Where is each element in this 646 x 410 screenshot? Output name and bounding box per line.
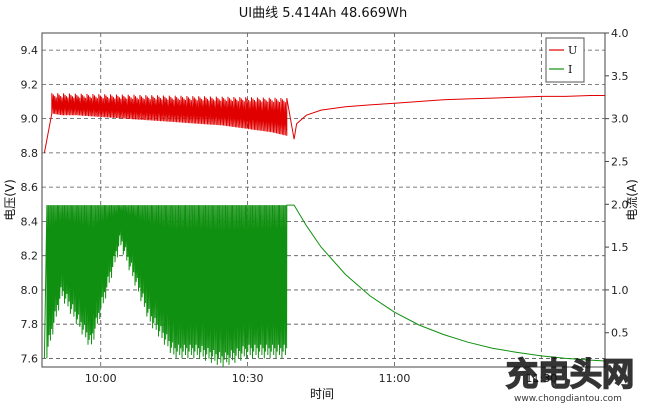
y-left-tick-label: 8.8 <box>21 147 39 160</box>
y-left-tick-label: 8.4 <box>21 215 39 228</box>
y-axis-right-title: 电流(A) <box>625 179 639 221</box>
y-right-tick-label: 1.5 <box>611 241 629 254</box>
y-right-tick-label: 1.0 <box>611 284 629 297</box>
y-right-tick-label: 3.0 <box>611 113 629 126</box>
legend: U I <box>546 38 584 82</box>
y-axis-left-title: 电压(V) <box>3 179 17 221</box>
y-left-tick-label: 9.2 <box>21 78 39 91</box>
y-right-tick-label: 0.5 <box>611 327 629 340</box>
plot-area <box>42 33 605 367</box>
watermark-main: 充电头网 <box>506 355 634 393</box>
y-left-tick-label: 9.0 <box>21 113 39 126</box>
x-tick-label: 11:00 <box>379 372 411 385</box>
y-left-tick-label: 7.6 <box>21 352 39 365</box>
x-tick-label: 10:00 <box>85 372 117 385</box>
y-left-tick-label: 8.6 <box>21 181 39 194</box>
watermark-sub: www.chongdiantou.com <box>514 394 622 404</box>
y-left-tick-label: 7.8 <box>21 318 39 331</box>
y-right-tick-label: 3.5 <box>611 70 629 83</box>
y-left-tick-label: 8.0 <box>21 284 39 297</box>
y-left-tick-label: 8.2 <box>21 250 39 263</box>
legend-box <box>546 38 584 82</box>
x-tick-label: 10:30 <box>232 372 264 385</box>
y-left-tick-label: 9.4 <box>21 44 39 57</box>
y-right-tick-label: 2.5 <box>611 155 629 168</box>
x-axis-title: 时间 <box>310 387 334 401</box>
chart-title: UI曲线 5.414Ah 48.669Wh <box>239 6 408 21</box>
legend-label-i: I <box>568 63 572 76</box>
y-right-tick-label: 4.0 <box>611 27 629 40</box>
legend-label-u: U <box>568 44 577 57</box>
watermark-logo: 充电头网 www.chongdiantou.com <box>506 355 634 404</box>
